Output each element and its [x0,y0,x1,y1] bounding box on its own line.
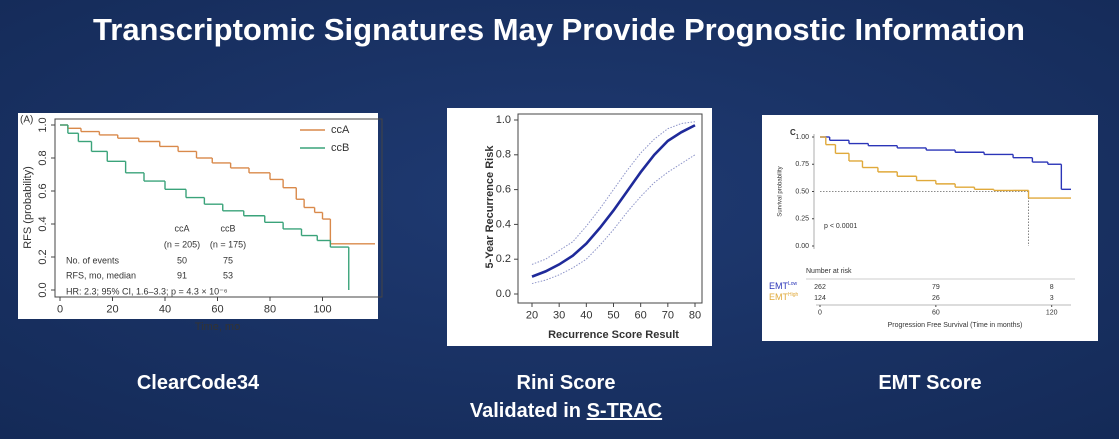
y-tick-label: 0.8 [37,150,49,165]
x-tick-label: 80 [264,304,276,316]
x-axis-label: Time, mo [195,321,240,333]
y-tick-label: 0.50 [795,188,809,195]
legend-label: ccB [331,142,349,154]
y-tick-label: 0.00 [795,243,809,250]
x-tick-label: 40 [580,310,592,322]
table-row-label: No. of events [66,255,120,265]
table-subheader: (n = 175) [210,239,246,249]
y-tick-label: 0.0 [496,288,511,300]
x-tick-label: 30 [553,310,565,322]
y-tick-label: 0.6 [496,184,511,196]
risk-label-main: EMT [769,281,789,291]
y-tick-label: 0.6 [37,183,49,198]
y-tick-label: 1.00 [795,134,809,141]
y-tick-label: 0.25 [795,216,809,223]
caption: ClearCode34 [137,372,260,394]
x-tick-label: 70 [662,310,674,322]
y-axis-label: 5-Year Recurrence Risk [484,145,496,269]
panel-label: (A) [20,115,33,126]
caption-text: ClearCode34 [137,372,260,394]
risk-cell: 26 [932,295,940,302]
x-tick-label: 80 [689,310,701,322]
table-header: ccB [220,223,235,233]
x-axis-label: Progression Free Survival (Time in month… [888,322,1023,329]
risk-cell: 8 [1050,284,1054,291]
y-tick-label: 1.0 [496,114,511,126]
y-axis-label: Survival probability [778,166,784,216]
risk-label-sup: High [788,292,799,298]
y-tick-label: 0.8 [496,149,511,161]
annotation: p < 0.0001 [824,223,857,230]
slide-title: Transcriptomic Signatures May Provide Pr… [93,12,1025,47]
table-cell: 53 [223,270,233,280]
y-tick-label: 0.4 [37,216,49,231]
y-tick-label: 0.2 [37,249,49,264]
risk-title: Number at risk [806,268,852,275]
y-tick-label: 1.0 [37,117,49,132]
risk-cell: 124 [814,295,826,302]
table-subheader: (n = 205) [164,239,200,249]
legend-label: ccA [331,124,350,136]
x-axis-label: Recurrence Score Result [548,329,679,341]
curve [531,154,696,285]
caption: Validated in S-TRAC [470,400,662,422]
y-tick-label: 0.2 [496,253,511,265]
x-tick-label: 0 [57,304,63,316]
x-tick-label: 20 [106,304,118,316]
curve [531,121,696,265]
axes-frame [517,113,703,304]
table-cell: 91 [177,270,187,280]
table-header: ccA [174,223,189,233]
caption-text: Rini Score [517,372,616,394]
risk-cell: 262 [814,284,826,291]
x-tick-label: 40 [159,304,171,316]
y-axis-label: RFS (probability) [22,166,34,249]
risk-cell: 3 [1050,295,1054,302]
x-tick-label: 20 [526,310,538,322]
x-tick-label: 60 [211,304,223,316]
panel [762,115,1098,341]
y-tick-label: 0.75 [795,161,809,168]
risk-label-sup: Low [788,281,798,287]
x-tick-label: 50 [607,310,619,322]
x-tick-label: 120 [1046,309,1058,316]
risk-cell: 79 [932,284,940,291]
panel-label: C [790,128,796,137]
caption-text: Validated in [470,400,587,422]
x-tick-label: 100 [313,304,331,316]
caption: Rini Score [517,372,616,394]
caption-text: EMT Score [878,372,981,394]
table-cell: 50 [177,255,187,265]
table-note: HR: 2.3; 95% CI, 1.6–3.3; p = 4.3 × 10⁻⁶ [66,286,228,296]
x-tick-label: 60 [635,310,647,322]
caption: EMT Score [878,372,981,394]
risk-label: EMTLow [769,281,798,291]
y-tick-label: 0.0 [37,282,49,297]
x-tick-label: 0 [818,309,822,316]
caption-link: S-TRAC [587,400,663,422]
risk-label-main: EMT [769,292,789,302]
table-row-label: RFS, mo, median [66,270,136,280]
curve [531,124,696,278]
y-tick-label: 0.4 [496,218,511,230]
table-cell: 75 [223,255,233,265]
axes-frame [54,118,383,298]
x-tick-label: 60 [932,309,940,316]
risk-label: EMTHigh [769,292,799,302]
